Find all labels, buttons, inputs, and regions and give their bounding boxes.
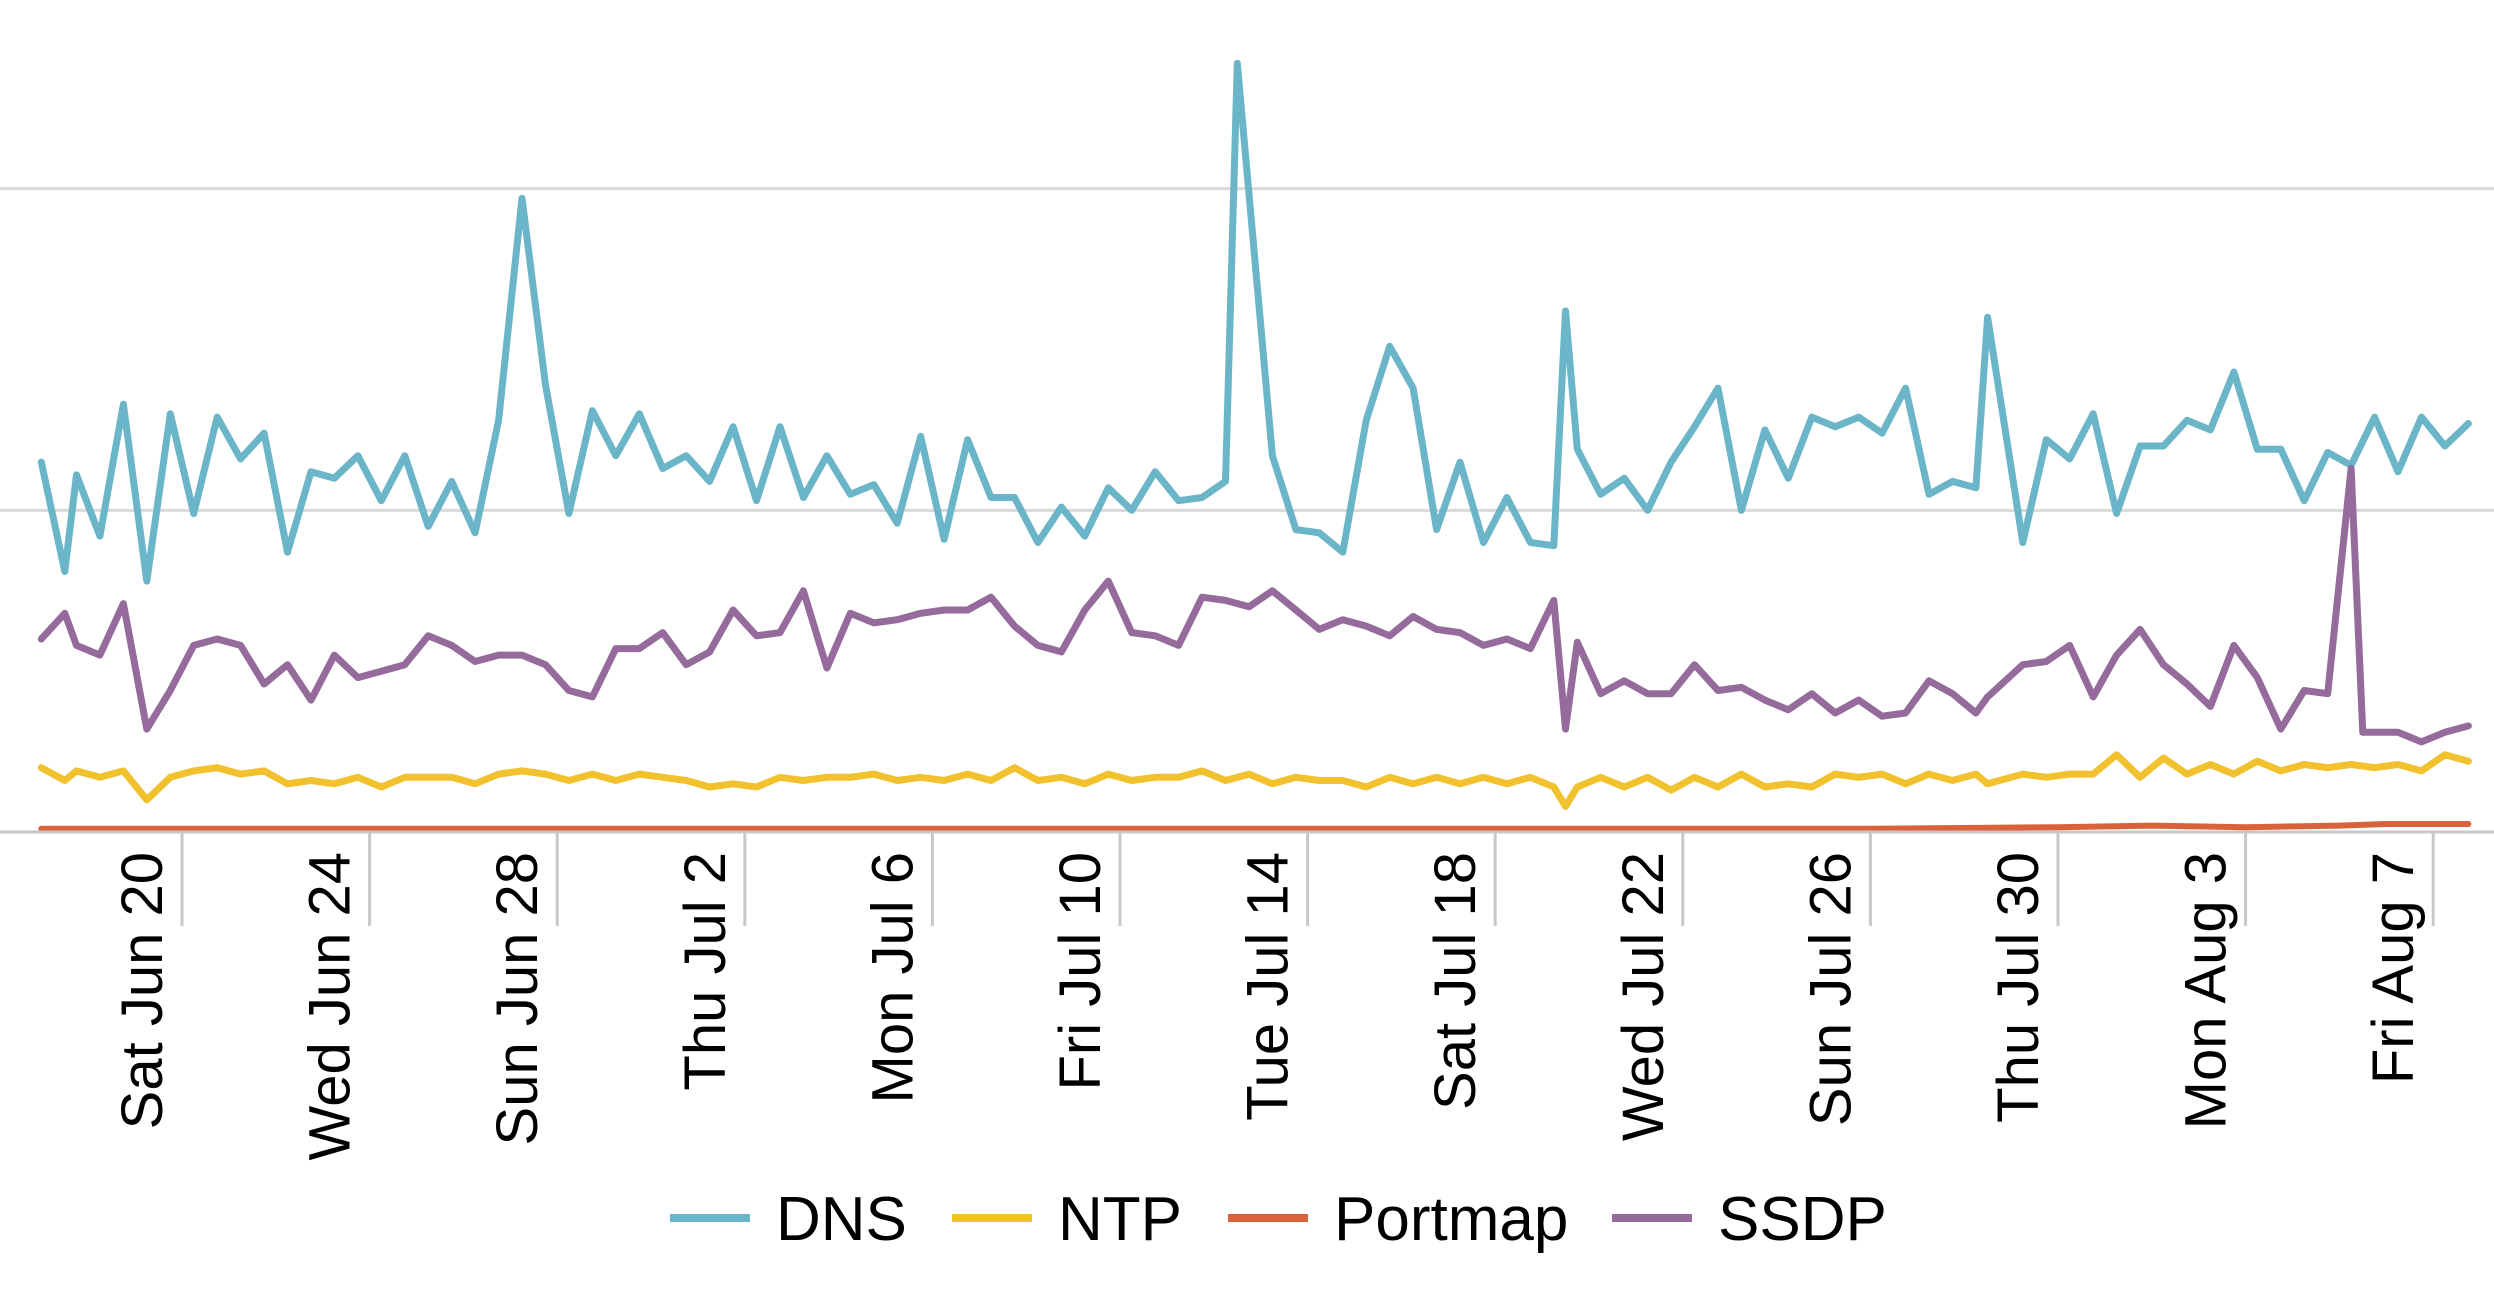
legend-label: SSDP: [1718, 1185, 1887, 1254]
series-line-dns: [37, 59, 2472, 585]
legend-label: Portmap: [1334, 1185, 1568, 1254]
x-axis: Sat Jun 20 Wed Jun 24 Sun Jun 28 Thu Jul 2 M…: [0, 830, 2494, 1160]
legend-item-portmap: Portmap: [1228, 1185, 1568, 1254]
x-tick-label: Tue Jul 14: [1236, 852, 1301, 1121]
grid-lines: [0, 187, 2494, 512]
x-tick-label: Mon Aug 3: [2174, 852, 2239, 1129]
legend: DNS NTP Portmap SSDP: [670, 1185, 1887, 1254]
x-tick-label: Thu Jul 30: [1986, 852, 2051, 1123]
series-line-portmap: [38, 821, 2472, 832]
series-line-ssdp: [37, 465, 2472, 746]
x-tick-label: Wed Jun 24: [298, 852, 363, 1160]
legend-item-ssdp: SSDP: [1612, 1185, 1887, 1254]
x-tick-label: Sun Jun 28: [485, 852, 550, 1145]
x-tick-label: Fri Aug 7: [2361, 852, 2426, 1084]
legend-label: DNS: [776, 1185, 907, 1254]
series-lines: [37, 59, 2472, 832]
x-tick-label: Fri Jul 10: [1048, 852, 1113, 1091]
x-tick-label: Thu Jul 2: [673, 852, 738, 1091]
series-line-ntp: [37, 751, 2472, 810]
x-tick-label: Mon Jul 6: [860, 852, 925, 1103]
x-tick-label: Sun Jul 26: [1798, 852, 1863, 1126]
x-tick-label: Sat Jul 18: [1423, 852, 1488, 1110]
legend-item-ntp: NTP: [952, 1185, 1182, 1254]
legend-item-dns: DNS: [670, 1185, 907, 1254]
legend-label: NTP: [1058, 1185, 1182, 1254]
x-tick-label: Wed Jul 22: [1611, 852, 1676, 1141]
x-tick-label: Sat Jun 20: [110, 852, 175, 1129]
